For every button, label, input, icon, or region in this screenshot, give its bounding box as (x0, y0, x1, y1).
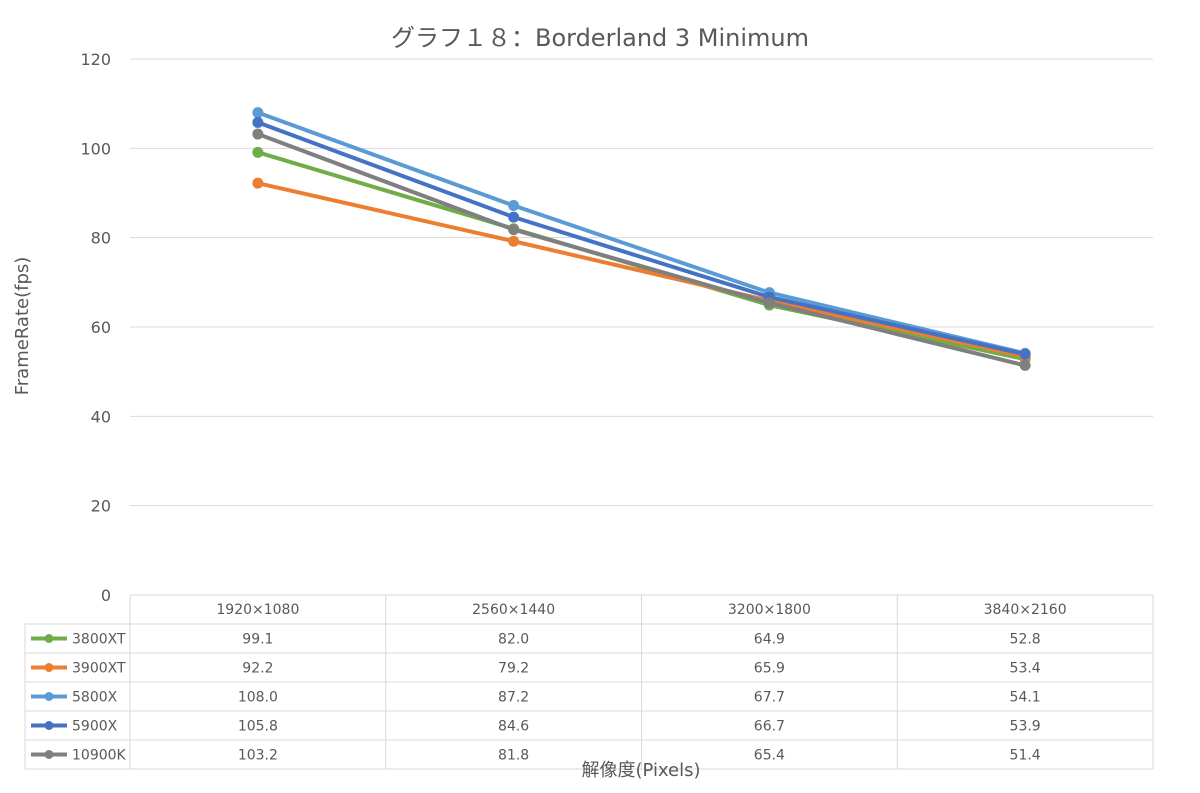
series-lines (252, 107, 1031, 371)
legend-key-marker (44, 634, 54, 643)
data-label: 92.2 (242, 661, 273, 677)
y-tick-label: 40 (91, 407, 111, 426)
data-point-5900X (508, 211, 520, 223)
y-tick-label: 20 (91, 497, 111, 516)
data-label: 51.4 (1010, 748, 1041, 764)
data-point-5900X (1019, 348, 1031, 360)
data-label: 105.8 (238, 719, 278, 735)
data-point-3900XT (508, 235, 520, 247)
data-point-3800XT (252, 146, 264, 158)
legend-entry: 3800XT (72, 632, 126, 648)
data-point-10900K (508, 224, 520, 236)
y-tick-labels: 0 20 40 60 80 100 120 (80, 50, 111, 605)
x-category-label: 3840×2160 (984, 602, 1067, 618)
x-category-label: 1920×1080 (216, 602, 299, 618)
legend-key-marker (44, 663, 54, 672)
data-point-5800X (508, 200, 520, 212)
y-tick-label: 60 (91, 318, 111, 337)
data-label: 87.2 (498, 690, 529, 706)
legend-entry: 5800X (72, 690, 118, 706)
data-label: 53.4 (1010, 661, 1041, 677)
legend-key-marker (44, 721, 54, 730)
x-category-label: 2560×1440 (472, 602, 555, 618)
data-label: 54.1 (1010, 690, 1041, 706)
gridlines (130, 58, 1153, 507)
data-label: 82.0 (498, 632, 529, 648)
data-label: 81.8 (498, 748, 529, 764)
data-table: 1920×1080 2560×1440 3200×1800 3840×2160 3800… (24, 594, 1154, 770)
data-label: 64.9 (754, 632, 785, 648)
data-point-5800X (252, 107, 264, 119)
data-point-3900XT (252, 177, 264, 189)
chart-title: グラフ１８：Borderland 3 Minimum (391, 24, 809, 52)
y-tick-label: 100 (80, 139, 111, 158)
legend-entry: 3900XT (72, 661, 126, 677)
data-label: 65.4 (754, 748, 785, 764)
data-label: 99.1 (242, 632, 273, 648)
data-label: 84.6 (498, 719, 529, 735)
data-label: 103.2 (238, 748, 278, 764)
y-axis-label: FrameRate(fps) (12, 257, 33, 396)
legend-entry: 10900K (72, 748, 127, 764)
data-point-10900K (252, 128, 264, 140)
data-label: 66.7 (754, 719, 785, 735)
data-label: 65.9 (754, 661, 785, 677)
series-line-3900XT (255, 181, 1028, 359)
legend-key-marker (44, 750, 54, 759)
x-axis-label: 解像度(Pixels) (581, 760, 700, 781)
data-label: 67.7 (754, 690, 785, 706)
y-tick-label: 0 (101, 586, 111, 605)
series-line-5800X (255, 110, 1028, 356)
legend-entry: 5900X (72, 719, 118, 735)
data-label: 79.2 (498, 661, 529, 677)
series-line-10900K (255, 132, 1028, 368)
data-label: 53.9 (1010, 719, 1041, 735)
data-label: 108.0 (238, 690, 278, 706)
y-tick-label: 120 (80, 50, 111, 69)
x-category-label: 3200×1800 (728, 602, 811, 618)
data-point-10900K (763, 297, 775, 309)
data-point-10900K (1019, 359, 1031, 371)
y-tick-label: 80 (91, 229, 111, 248)
data-point-5900X (252, 116, 264, 128)
series-line-5900X (255, 120, 1028, 357)
legend-key-marker (44, 692, 54, 701)
data-label: 52.8 (1010, 632, 1041, 648)
